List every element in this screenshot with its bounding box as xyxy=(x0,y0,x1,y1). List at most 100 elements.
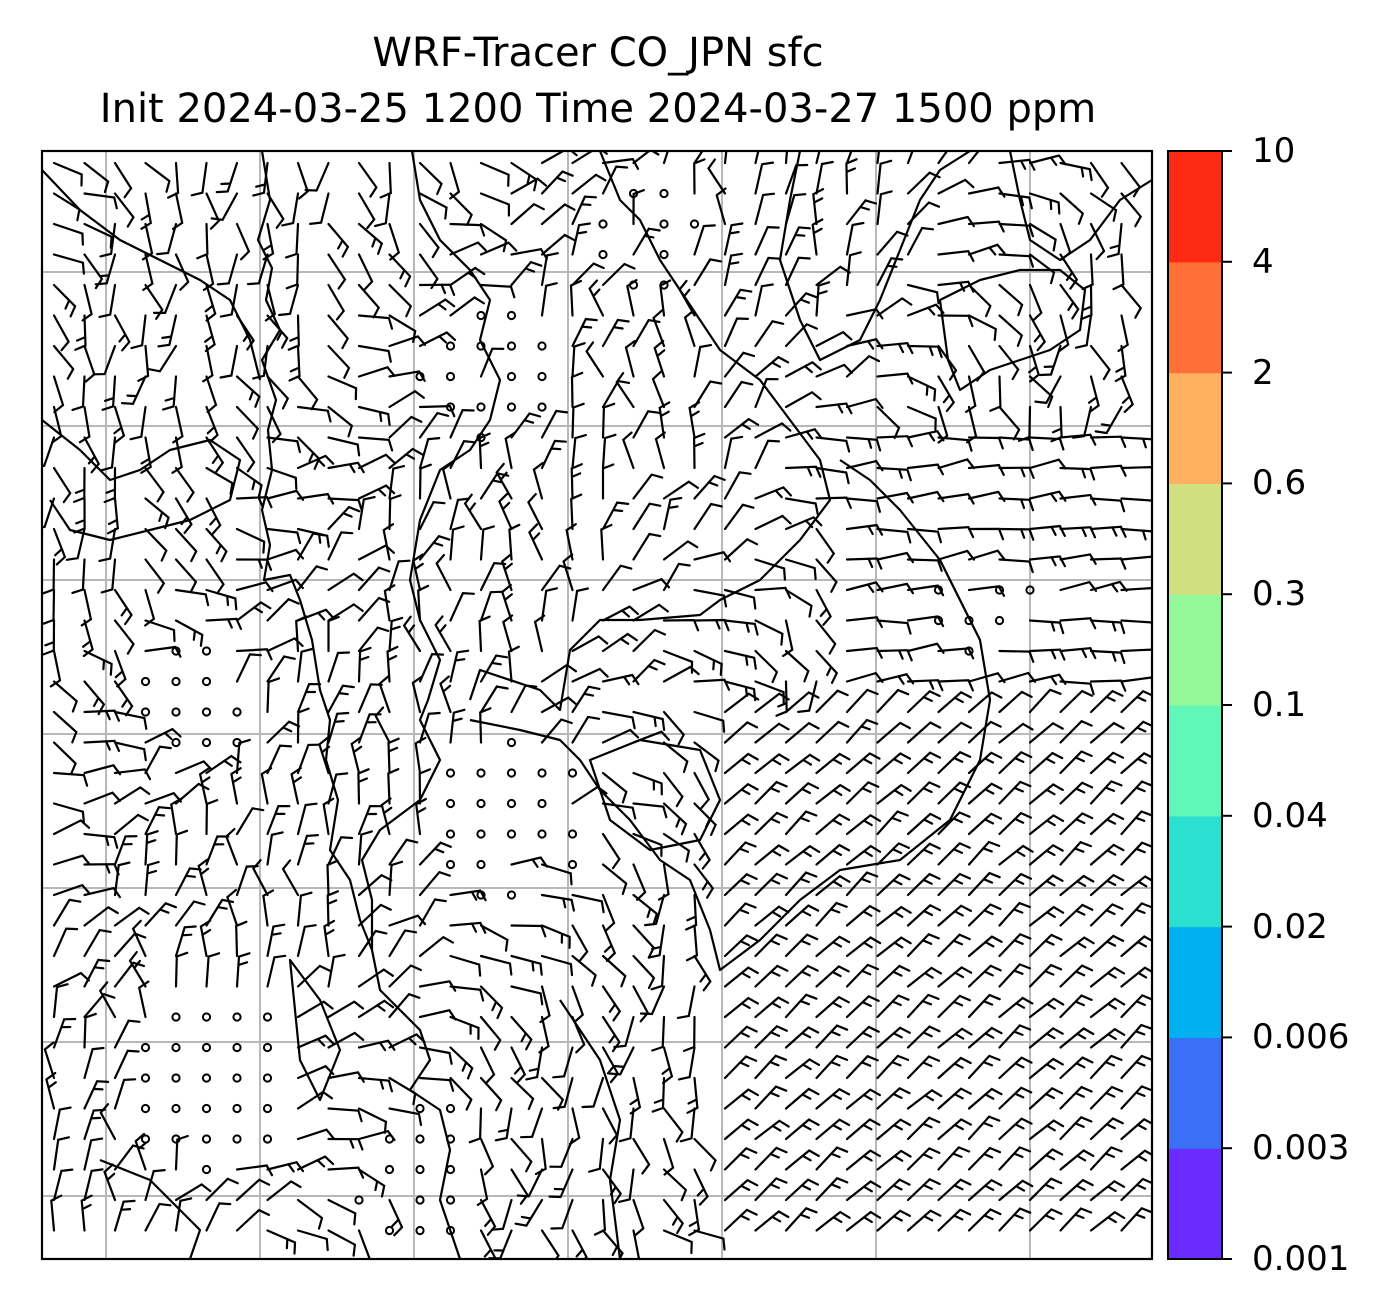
wind-barb xyxy=(478,615,491,653)
wind-barb xyxy=(235,601,272,622)
wind-barb xyxy=(327,953,346,988)
wind-barb xyxy=(754,1085,788,1110)
wind-barb xyxy=(845,1054,879,1080)
wind-barb xyxy=(632,1229,641,1259)
wind-barb xyxy=(98,981,117,1019)
wind-barb xyxy=(357,683,383,714)
wind-barb xyxy=(52,222,84,246)
wind-barb xyxy=(876,619,912,635)
wind-barb xyxy=(144,466,165,503)
wind-barb xyxy=(266,375,290,410)
wind-barb xyxy=(252,344,269,380)
wind-barb xyxy=(1059,526,1097,539)
wind-barb xyxy=(723,537,759,561)
wind-barb xyxy=(723,934,758,958)
wind-barb xyxy=(80,1194,93,1232)
wind-barb xyxy=(754,680,785,705)
wind-barb xyxy=(382,523,395,561)
wind-barb xyxy=(266,954,287,988)
wind-barb xyxy=(754,355,790,378)
wind-barb xyxy=(693,1137,717,1172)
wind-barb xyxy=(998,811,1033,836)
wind-barb xyxy=(137,980,150,1019)
wind-barb xyxy=(296,532,326,561)
wind-barb xyxy=(937,1118,972,1141)
wind-barb xyxy=(693,588,728,608)
calm-wind-circle xyxy=(537,371,547,382)
wind-barb xyxy=(296,682,322,714)
wind-barb xyxy=(662,496,683,531)
wind-barb xyxy=(659,279,672,317)
calm-wind-circle xyxy=(140,1103,151,1114)
wind-barb xyxy=(601,157,640,170)
wind-barb xyxy=(723,649,757,670)
wind-barb xyxy=(845,781,880,805)
wind-barb xyxy=(876,752,912,775)
wind-barb xyxy=(622,431,635,470)
wind-barb xyxy=(418,192,448,220)
wind-barb xyxy=(52,741,77,775)
wind-barb xyxy=(516,1168,544,1198)
wind-barb xyxy=(540,252,559,287)
wind-barb xyxy=(754,283,774,317)
wind-barb xyxy=(285,222,300,259)
wind-barb xyxy=(540,587,558,622)
wind-barb xyxy=(357,1168,386,1198)
coastline-island-south-1 xyxy=(99,1158,202,1259)
wind-barb xyxy=(549,1137,574,1168)
wind-barb xyxy=(845,936,882,958)
wind-barb xyxy=(502,614,514,653)
wind-barb xyxy=(754,692,790,714)
wind-barb xyxy=(527,493,544,531)
wind-barb xyxy=(876,873,911,897)
wind-barb xyxy=(418,935,454,958)
wind-barb xyxy=(998,283,1024,317)
wind-barb xyxy=(784,193,807,226)
wind-barb xyxy=(815,783,851,805)
wind-barb xyxy=(876,297,913,317)
wind-barb xyxy=(845,1149,881,1171)
wind-barb xyxy=(494,1107,513,1142)
wind-barb xyxy=(692,432,706,470)
wind-barb xyxy=(1089,721,1125,744)
colorbar-segment xyxy=(1168,372,1222,484)
wind-barb xyxy=(1059,719,1093,744)
wind-barb xyxy=(357,626,390,653)
wind-barb xyxy=(937,375,956,413)
calm-wind-circle xyxy=(567,859,578,870)
wind-barb xyxy=(662,771,684,808)
wind-barb xyxy=(235,807,265,836)
wind-barb xyxy=(304,161,330,192)
wind-barb xyxy=(498,492,513,531)
colorbar-segment xyxy=(1168,483,1222,595)
wind-barb xyxy=(525,1046,544,1081)
wind-barb xyxy=(83,739,121,752)
wind-barb xyxy=(937,872,971,897)
wind-barb xyxy=(113,906,150,927)
wind-barb xyxy=(571,402,585,439)
wind-barb xyxy=(174,829,189,866)
wind-barb xyxy=(754,1024,788,1049)
wind-barb xyxy=(266,637,304,653)
wind-barb xyxy=(600,523,613,561)
wind-barb xyxy=(153,283,178,314)
wind-barb xyxy=(815,330,853,348)
wind-barb xyxy=(601,954,627,988)
coastline-japan-pacific xyxy=(469,459,992,972)
wind-barb xyxy=(144,830,159,866)
wind-barb xyxy=(137,344,150,382)
wind-barb xyxy=(1089,649,1126,665)
wind-barb xyxy=(230,767,242,805)
wind-barb xyxy=(876,1118,912,1141)
wind-barb xyxy=(653,339,666,378)
wind-barb xyxy=(327,375,358,401)
wind-barb xyxy=(418,298,456,317)
wind-barb xyxy=(754,377,779,409)
calm-wind-circle xyxy=(445,768,456,778)
wind-barb xyxy=(845,1025,880,1049)
wind-barb xyxy=(357,253,374,291)
wind-barb xyxy=(83,764,122,776)
wind-barb xyxy=(113,649,127,688)
wind-barb xyxy=(479,590,503,622)
wind-barb xyxy=(266,923,286,958)
